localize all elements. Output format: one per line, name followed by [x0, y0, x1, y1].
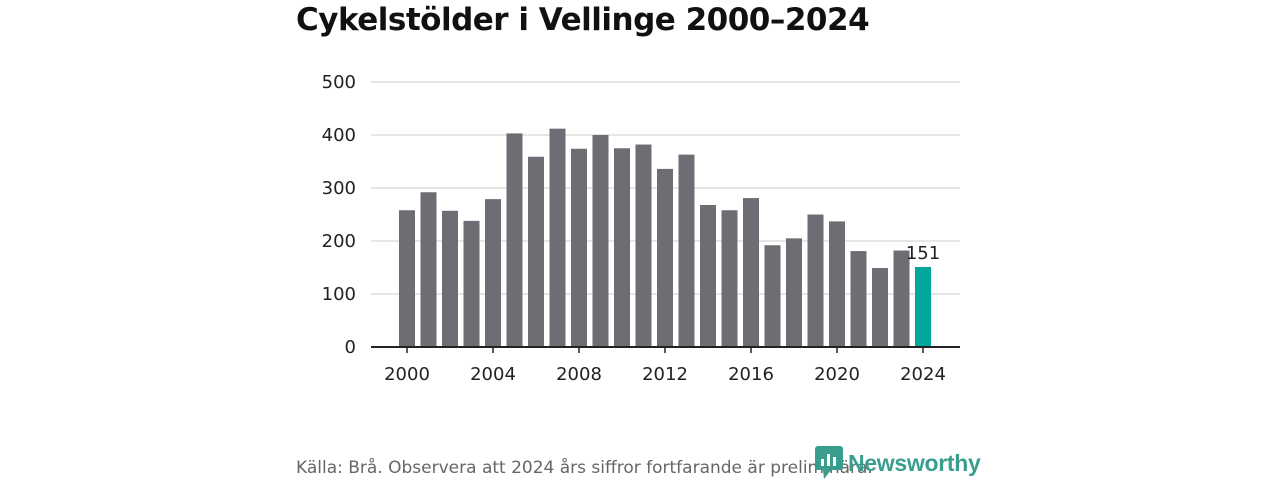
bar: [528, 156, 544, 347]
bar: [420, 192, 437, 347]
x-tick-label: 2004: [470, 364, 516, 385]
bar: [850, 251, 867, 347]
newsworthy-logo-text: Newsworthy: [848, 449, 981, 476]
bar: [463, 220, 480, 347]
bars: [399, 128, 931, 347]
bar: [700, 204, 716, 347]
x-tick-label: 2024: [900, 364, 946, 385]
bar: [872, 268, 888, 347]
y-tick-label: 100: [322, 284, 356, 305]
bar: [614, 148, 630, 347]
x-tick-label: 2020: [814, 364, 860, 385]
y-tick-label: 400: [322, 125, 356, 146]
bar: [635, 144, 652, 347]
chart-title: Cykelstölder i Vellinge 2000–2024: [296, 2, 870, 38]
bar: [786, 238, 802, 347]
y-tick-label: 500: [322, 72, 356, 93]
y-tick-label: 300: [322, 178, 356, 199]
data-label: 151: [906, 243, 940, 264]
axes: [371, 346, 960, 353]
bar: [506, 133, 523, 347]
bar: [829, 221, 845, 347]
bar: [442, 210, 458, 347]
y-tick-label: 200: [322, 231, 356, 252]
y-tick-label: 0: [345, 337, 356, 358]
labels: 0 100 200 300 400 500 2000 2004 2008 2012 2016 2020…: [322, 72, 946, 385]
bar: [571, 148, 587, 347]
bar: [657, 168, 673, 347]
bar: [549, 128, 566, 347]
bar: [807, 214, 824, 347]
x-tick-label: 2016: [728, 364, 774, 385]
x-tick-label: 2000: [384, 364, 430, 385]
bar: [893, 250, 910, 347]
bar: [678, 154, 695, 347]
bar: [721, 210, 738, 347]
newsworthy-logo: Newsworthy: [815, 446, 981, 480]
x-tick-label: 2008: [556, 364, 602, 385]
bar: [485, 199, 501, 347]
bar: [592, 135, 609, 347]
bar-highlight: [915, 266, 931, 347]
newsworthy-logo-icon: [815, 446, 843, 479]
bar: [764, 245, 781, 347]
bar: [399, 210, 415, 347]
bar: [743, 198, 759, 347]
source-note: Källa: Brå. Observera att 2024 års siffr…: [296, 458, 873, 478]
x-tick-label: 2012: [642, 364, 688, 385]
